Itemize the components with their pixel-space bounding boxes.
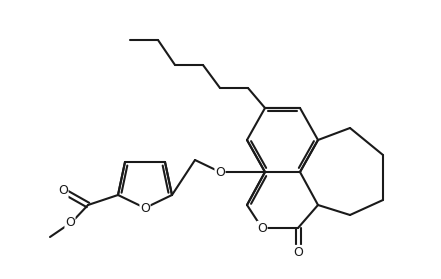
Text: O: O bbox=[140, 201, 150, 215]
Text: O: O bbox=[58, 184, 68, 198]
Text: O: O bbox=[215, 165, 225, 179]
Text: O: O bbox=[293, 246, 303, 259]
Text: O: O bbox=[257, 222, 267, 235]
Text: O: O bbox=[65, 215, 75, 229]
